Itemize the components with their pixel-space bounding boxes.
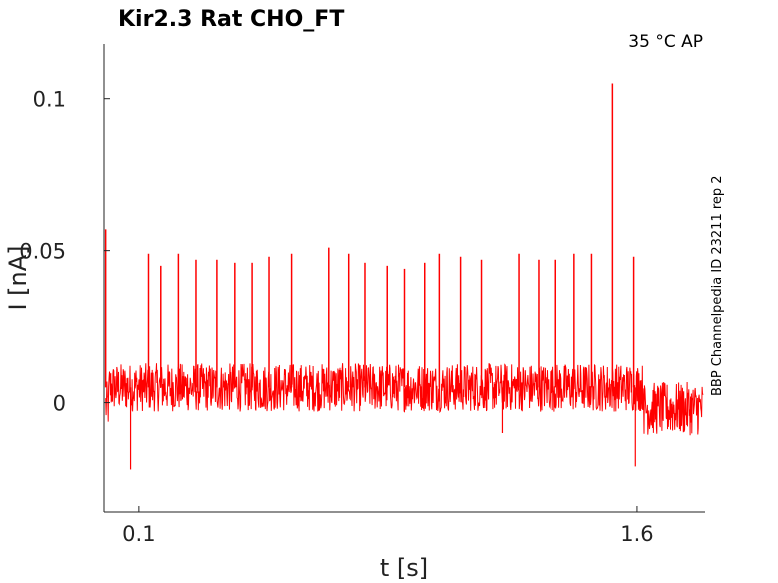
spike-layer [104,83,636,470]
y-tick-label: 0.1 [33,88,66,112]
y-axis-label: I [nA] [4,245,32,310]
y-ticks: 0 0.05 0.1 [19,88,110,416]
x-ticks: 0.1 1.6 [122,506,654,546]
side-label: BBP Channelpedia ID 23211 rep 2 [710,175,725,396]
x-tick-label: 0.1 [122,522,155,546]
x-axis-label: t [s] [380,554,428,582]
condition-label: 35 °C AP [628,32,703,52]
x-tick-label: 1.6 [620,522,653,546]
chart-title: Kir2.3 Rat CHO_FT [118,7,344,32]
y-tick-label: 0 [53,392,66,416]
plot-area [104,83,704,470]
current-trace [105,363,704,436]
y-tick-label: 0.05 [19,240,66,264]
